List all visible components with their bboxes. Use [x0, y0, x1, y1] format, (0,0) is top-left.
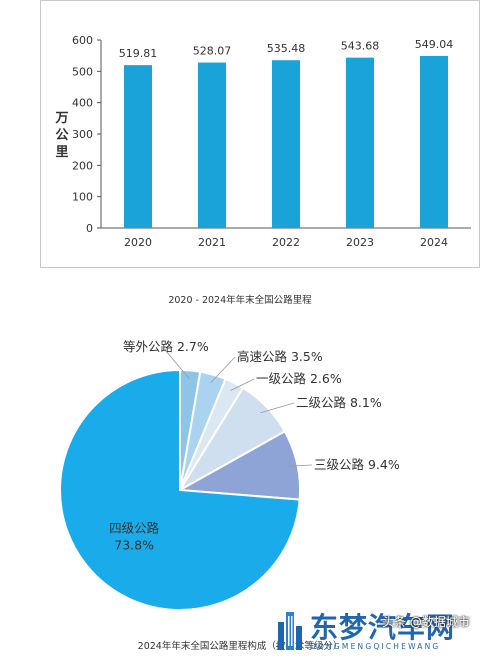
bar — [124, 65, 152, 229]
y-tick-label: 200 — [72, 159, 93, 172]
bar-value-label: 519.81 — [119, 47, 158, 60]
bar-value-label: 535.48 — [267, 42, 306, 55]
watermark-source: 头条 @数据城市 — [382, 615, 470, 629]
pie-slice — [59, 368, 301, 611]
bar — [198, 62, 226, 228]
pie-slice-percent: 73.8% — [114, 537, 154, 552]
y-axis-title-char: 里 — [55, 145, 68, 160]
pie-leader-line — [164, 349, 190, 380]
watermark-brand: 东梦汽车网 — [310, 611, 456, 644]
y-tick-label: 300 — [72, 128, 93, 141]
bar-value-label: 543.68 — [341, 40, 380, 53]
y-tick-label: 0 — [86, 222, 93, 235]
pie-leader-line — [289, 464, 313, 467]
x-tick-label: 2024 — [420, 236, 448, 249]
pie-slice-label: 二级公路 8.1% — [296, 395, 382, 410]
bar-chart-panel: 0 100 200 300 400 500 600 万公里 519.81 2020 528.07 20… — [40, 0, 480, 268]
bar-value-label: 528.07 — [193, 45, 232, 58]
pie-leader-line — [210, 356, 236, 383]
watermark-pinyin: DONGMENGQICHEWANG — [310, 642, 441, 651]
y-tick-label: 400 — [72, 97, 93, 110]
pie-leader-line — [230, 378, 255, 391]
pie-slice-label: 等外公路 2.7% — [123, 339, 209, 354]
bar — [346, 57, 374, 228]
bar — [420, 55, 448, 228]
x-tick-label: 2022 — [272, 236, 300, 249]
bar-chart: 0 100 200 300 400 500 600 万公里 519.81 2020 528.07 20… — [54, 34, 471, 249]
pie-slice-label: 四级公路 — [109, 520, 160, 535]
x-tick-label: 2023 — [346, 236, 374, 249]
pie-chart-title: 2024年年末全国公路里程构成（按技术等级分） — [137, 641, 343, 652]
x-tick-label: 2020 — [124, 236, 152, 249]
y-axis-title-char: 公 — [55, 128, 68, 143]
bar-value-label: 549.04 — [415, 38, 454, 51]
pie-slice-label: 一级公路 2.6% — [256, 371, 342, 386]
watermark: 东梦汽车网 DONGMENGQICHEWANG 头条 @数据城市 — [276, 604, 480, 660]
y-tick-label: 600 — [72, 34, 93, 47]
pie-chart: 等外公路 2.7% 高速公路 3.5% 一级公路 2.6% 二级公路 8.1% 三级公路… — [59, 339, 400, 611]
pie-slice-label: 三级公路 9.4% — [314, 457, 400, 472]
y-tick-label: 100 — [72, 191, 93, 204]
x-tick-label: 2021 — [198, 236, 226, 249]
bar — [272, 60, 300, 229]
y-axis-title-char: 万 — [54, 111, 68, 126]
y-tick-label: 500 — [72, 65, 93, 78]
pie-slice-label: 高速公路 3.5% — [237, 349, 323, 364]
building-logo-icon — [278, 612, 302, 650]
pie-leader-line — [260, 402, 295, 414]
bar-chart-title: 2020 - 2024年年末全国公路里程 — [168, 295, 312, 306]
